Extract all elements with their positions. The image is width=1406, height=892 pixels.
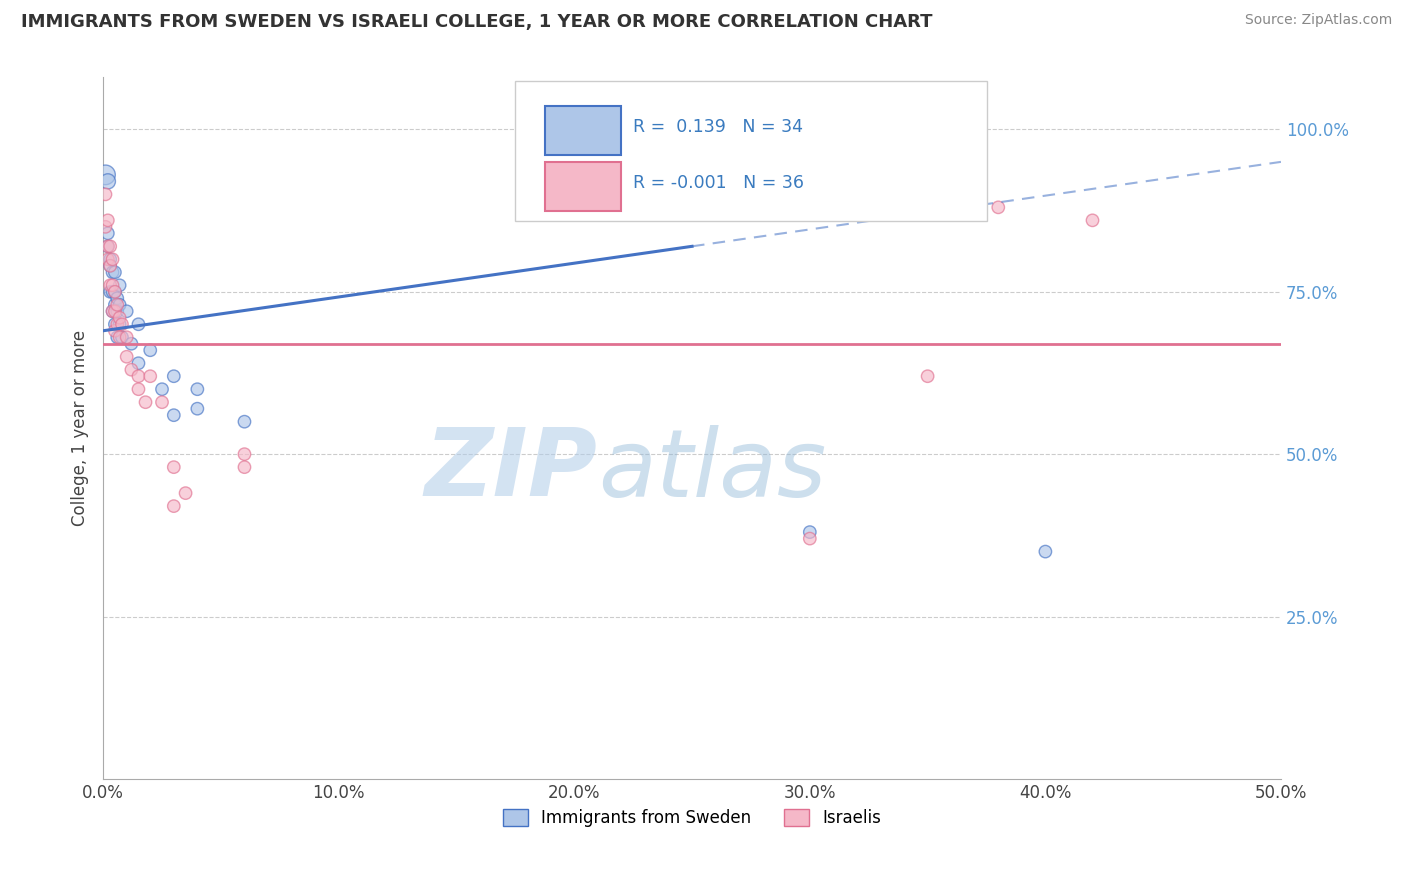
Point xyxy=(97,252,120,267)
Point xyxy=(1035,544,1057,558)
Point xyxy=(104,298,127,312)
Point xyxy=(104,285,127,299)
Point xyxy=(987,200,1010,214)
Point xyxy=(108,278,131,293)
Point xyxy=(233,415,256,429)
Point xyxy=(127,369,149,384)
Point xyxy=(98,285,121,299)
Point xyxy=(105,304,128,318)
Text: IMMIGRANTS FROM SWEDEN VS ISRAELI COLLEGE, 1 YEAR OR MORE CORRELATION CHART: IMMIGRANTS FROM SWEDEN VS ISRAELI COLLEG… xyxy=(21,13,932,31)
Point xyxy=(98,239,121,253)
Point xyxy=(104,285,127,299)
Point xyxy=(101,265,124,279)
Point xyxy=(101,285,124,299)
Point xyxy=(101,304,124,318)
Point xyxy=(233,460,256,475)
Point xyxy=(163,408,186,422)
Point xyxy=(108,298,131,312)
Point xyxy=(104,265,127,279)
Point xyxy=(139,343,162,358)
Point xyxy=(120,362,142,376)
Point xyxy=(163,369,186,384)
Point xyxy=(94,219,117,234)
Point xyxy=(98,259,121,273)
Point xyxy=(104,304,127,318)
Point xyxy=(186,382,208,396)
FancyBboxPatch shape xyxy=(544,106,621,154)
Point xyxy=(104,318,127,332)
Point xyxy=(115,350,138,364)
FancyBboxPatch shape xyxy=(544,162,621,211)
Point xyxy=(97,174,120,188)
Point xyxy=(105,291,128,305)
Text: Source: ZipAtlas.com: Source: ZipAtlas.com xyxy=(1244,13,1392,28)
FancyBboxPatch shape xyxy=(516,81,987,221)
Point xyxy=(127,382,149,396)
Point xyxy=(163,499,186,513)
Point xyxy=(94,187,117,202)
Point xyxy=(98,252,121,267)
Point xyxy=(139,369,162,384)
Point xyxy=(105,330,128,344)
Text: atlas: atlas xyxy=(598,425,827,516)
Legend: Immigrants from Sweden, Israelis: Immigrants from Sweden, Israelis xyxy=(496,802,889,834)
Text: ZIP: ZIP xyxy=(425,425,598,516)
Point xyxy=(135,395,157,409)
Point xyxy=(127,318,149,332)
Point xyxy=(150,382,173,396)
Point xyxy=(108,318,131,332)
Point xyxy=(115,330,138,344)
Point xyxy=(799,525,821,540)
Point xyxy=(127,356,149,370)
Point xyxy=(101,252,124,267)
Point xyxy=(1081,213,1104,227)
Point xyxy=(97,239,120,253)
Point xyxy=(108,310,131,325)
Point xyxy=(101,278,124,293)
Y-axis label: College, 1 year or more: College, 1 year or more xyxy=(72,330,89,526)
Point xyxy=(233,447,256,461)
Point xyxy=(104,324,127,338)
Point xyxy=(97,239,120,253)
Point xyxy=(186,401,208,416)
Point xyxy=(97,227,120,241)
Point xyxy=(105,318,128,332)
Point xyxy=(111,318,134,332)
Point xyxy=(108,330,131,344)
Text: R = -0.001   N = 36: R = -0.001 N = 36 xyxy=(633,174,804,192)
Point xyxy=(799,532,821,546)
Point xyxy=(94,168,117,182)
Point xyxy=(98,259,121,273)
Point xyxy=(150,395,173,409)
Point xyxy=(97,213,120,227)
Point xyxy=(111,330,134,344)
Point xyxy=(174,486,197,500)
Point xyxy=(163,460,186,475)
Point xyxy=(115,304,138,318)
Point xyxy=(120,336,142,351)
Text: R =  0.139   N = 34: R = 0.139 N = 34 xyxy=(633,118,803,136)
Point xyxy=(98,278,121,293)
Point xyxy=(917,369,939,384)
Point xyxy=(101,304,124,318)
Point xyxy=(105,298,128,312)
